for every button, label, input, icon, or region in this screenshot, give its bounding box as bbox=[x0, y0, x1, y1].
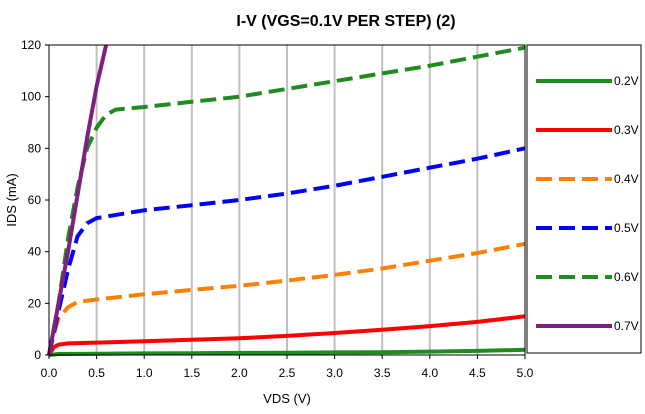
x-axis-label: VDS (V) bbox=[263, 391, 311, 406]
x-tick-label: 4.0 bbox=[421, 366, 438, 380]
chart-title: I-V (VGS=0.1V PER STEP) (2) bbox=[236, 13, 455, 30]
x-axis-ticks: 0.0 0.5 1.0 1.5 2.0 2.5 3.0 3.5 4.0 4.5 5.0 bbox=[41, 355, 534, 380]
legend-label: 0.2V bbox=[614, 74, 639, 88]
y-axis-ticks: 0 20 40 60 80 100 120 bbox=[21, 38, 49, 362]
series-lines bbox=[47, 44, 526, 357]
x-tick-label: 3.0 bbox=[326, 366, 343, 380]
y-tick-label: 120 bbox=[21, 38, 41, 52]
y-tick-label: 20 bbox=[28, 296, 42, 310]
legend: 0.2V 0.3V 0.4V 0.5V 0.6V 0.7V bbox=[526, 44, 642, 354]
x-tick-label: 5.0 bbox=[517, 366, 534, 380]
series-line-0-2v bbox=[48, 347, 526, 357]
series-line-0-3v bbox=[47, 314, 526, 357]
legend-label: 0.6V bbox=[614, 270, 639, 284]
x-tick-label: 1.0 bbox=[136, 366, 153, 380]
x-tick-label: 4.5 bbox=[469, 366, 486, 380]
x-tick-label: 0.0 bbox=[41, 366, 58, 380]
y-tick-label: 40 bbox=[28, 245, 42, 259]
y-tick-label: 100 bbox=[21, 90, 41, 104]
legend-label: 0.3V bbox=[614, 123, 639, 137]
x-tick-label: 3.5 bbox=[374, 366, 391, 380]
gridlines bbox=[95, 45, 479, 355]
legend-label: 0.7V bbox=[614, 319, 639, 333]
legend-label: 0.5V bbox=[614, 221, 639, 235]
x-tick-label: 0.5 bbox=[88, 366, 105, 380]
series-line-0-5v bbox=[47, 146, 526, 356]
x-tick-label: 2.5 bbox=[279, 366, 296, 380]
series-line-0-7v bbox=[47, 44, 109, 356]
y-tick-label: 80 bbox=[28, 141, 42, 155]
y-tick-label: 0 bbox=[34, 348, 41, 362]
y-axis-label: IDS (mA) bbox=[4, 173, 19, 226]
series-line-0-4v bbox=[47, 241, 526, 356]
legend-box bbox=[526, 44, 642, 354]
x-tick-label: 1.5 bbox=[183, 366, 200, 380]
y-tick-label: 60 bbox=[28, 193, 42, 207]
x-tick-label: 2.0 bbox=[231, 366, 248, 380]
legend-label: 0.4V bbox=[614, 172, 639, 186]
